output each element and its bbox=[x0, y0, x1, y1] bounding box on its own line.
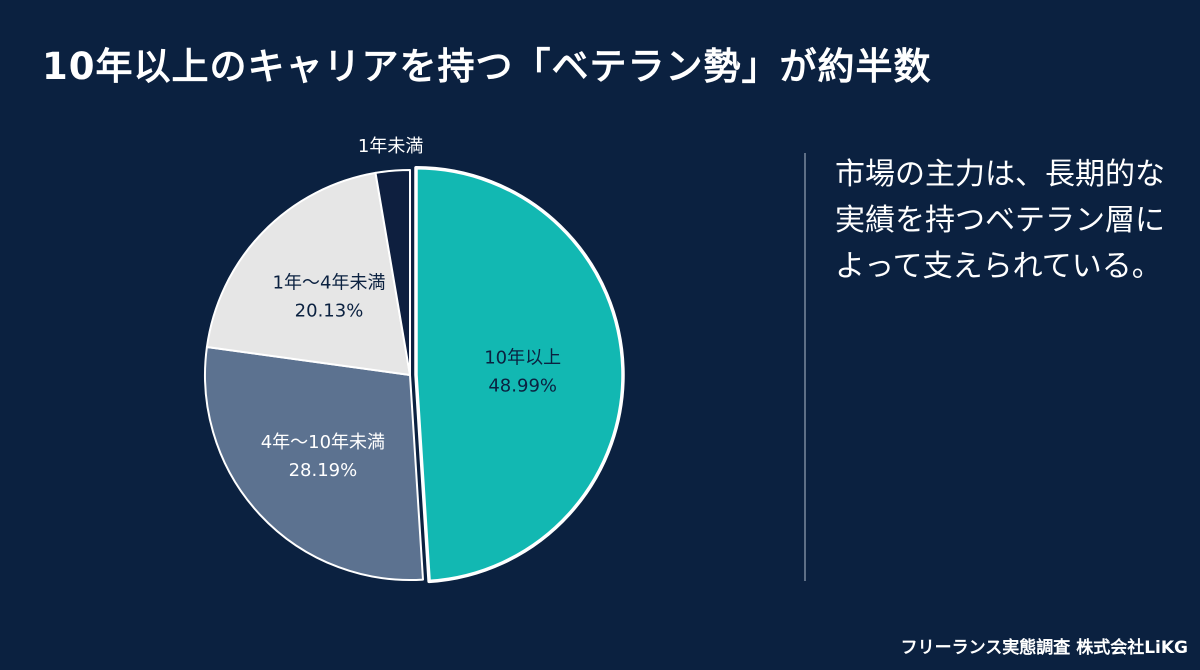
pie-slice bbox=[374, 169, 411, 376]
slice-label: 1年〜4年未満 bbox=[273, 273, 386, 294]
slice-label: 10年以上 bbox=[484, 347, 561, 368]
slice-value-label: 20.13% bbox=[295, 301, 364, 322]
slice-label: 4年〜10年未満 bbox=[261, 432, 385, 453]
pie-slice bbox=[414, 166, 625, 584]
summary-caption: 市場の主力は、長期的な実績を持つベテラン層によって支えられている。 bbox=[835, 157, 1165, 284]
slice-value-label: 48.99% bbox=[488, 375, 557, 396]
pie-slice bbox=[204, 346, 425, 581]
divider bbox=[804, 153, 806, 581]
slice-value-label: 28.19% bbox=[289, 460, 358, 481]
page-title: 10年以上のキャリアを持つ「ベテラン勢」が約半数 bbox=[42, 45, 932, 88]
source-footer: フリーランス実態調査 株式会社LiKG bbox=[900, 638, 1188, 658]
slice-label: 1年未満 bbox=[358, 136, 423, 157]
pie-slice bbox=[205, 171, 411, 376]
